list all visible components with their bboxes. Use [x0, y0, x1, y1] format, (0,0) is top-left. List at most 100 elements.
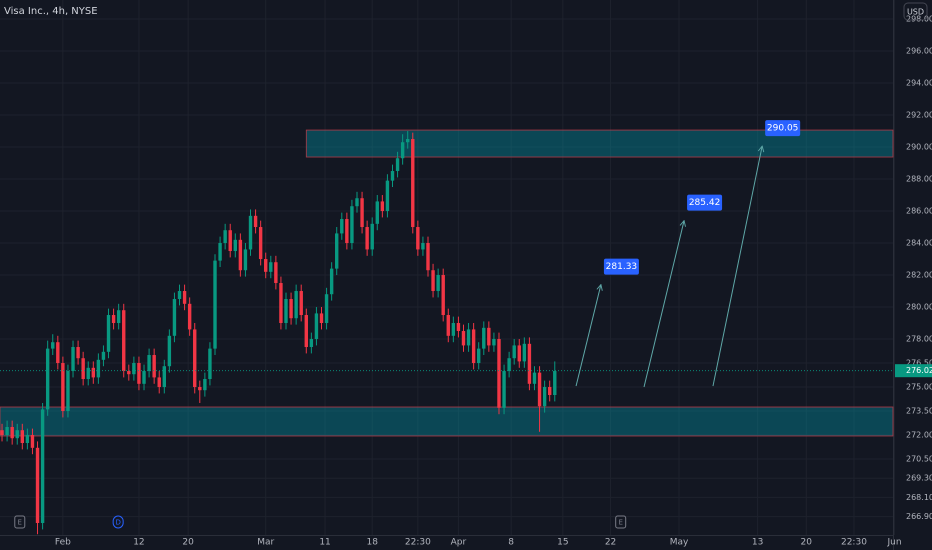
projection-label: 281.33: [606, 262, 638, 272]
candle-body: [132, 363, 136, 375]
candles: [0, 131, 893, 535]
candle-body: [350, 206, 354, 244]
x-tick-label: 12: [133, 538, 144, 548]
y-tick-label: 296.00: [906, 47, 932, 56]
candle-body: [512, 345, 516, 359]
currency-button[interactable]: [903, 2, 928, 21]
candle-body: [10, 427, 14, 439]
y-tick-label: 282.00: [906, 271, 932, 280]
x-tick-label: Jun: [886, 538, 901, 548]
candle-body: [547, 387, 552, 396]
event-marker: [112, 515, 124, 529]
candle-body: [122, 310, 126, 372]
projection-arrow: [575, 285, 601, 387]
candle-body: [91, 367, 96, 378]
candle-body: [487, 327, 491, 346]
candle-body: [51, 342, 55, 349]
candle-body: [66, 371, 70, 412]
candle-body: [411, 139, 415, 228]
x-tick-label: Feb: [55, 538, 71, 548]
candle-body: [243, 249, 248, 271]
x-tick-label: Apr: [451, 538, 467, 548]
y-tick-label: 266.90: [906, 512, 932, 521]
candle-body: [299, 291, 303, 316]
candle-body: [517, 345, 521, 362]
candle-body: [385, 180, 390, 212]
candle-body: [5, 427, 9, 436]
candle-body: [248, 215, 253, 250]
candle-body: [228, 230, 232, 252]
candle-body: [106, 315, 111, 352]
zone: [305, 129, 894, 158]
y-tick-label: 278.00: [906, 335, 932, 344]
last-price-badge: [895, 364, 932, 378]
candle-body: [45, 348, 50, 410]
candle-body: [461, 331, 466, 346]
candle-body: [451, 323, 456, 336]
candle-body: [25, 435, 30, 444]
candle-body: [111, 315, 116, 324]
candle-body: [507, 358, 511, 372]
candle-body: [537, 372, 542, 407]
event-marker: [14, 515, 26, 529]
candle-body: [360, 198, 364, 228]
event-label: E: [618, 519, 622, 527]
candle-body: [355, 198, 359, 207]
projection-label: 285.42: [689, 198, 721, 208]
x-tick-label: May: [670, 538, 689, 548]
candle-body: [477, 348, 481, 364]
candle-body: [380, 201, 385, 212]
candle-body: [497, 339, 501, 408]
event-label: D: [115, 519, 120, 527]
candle-body: [329, 268, 334, 295]
candle-body: [421, 243, 425, 250]
x-tick-label: 22:30: [841, 538, 867, 548]
candle-body: [274, 262, 278, 284]
x-tick-label: 20: [801, 538, 813, 548]
currency-label[interactable]: USD: [907, 8, 924, 17]
x-tick-label: 8: [508, 538, 514, 548]
candle-body: [127, 371, 131, 375]
y-tick-label: 298.00: [906, 15, 932, 24]
candle-body: [264, 259, 268, 272]
y-tick-label: 280.00: [906, 303, 932, 312]
candle-body: [142, 371, 146, 384]
candle-body: [395, 158, 400, 172]
candle-body: [0, 430, 4, 436]
candle-body: [172, 299, 177, 336]
candle-body: [96, 359, 101, 378]
candle-body: [203, 379, 207, 391]
candle-body: [101, 351, 106, 360]
candle-body: [20, 430, 25, 444]
candle-body: [162, 366, 166, 388]
candle-body: [35, 447, 40, 524]
candle-body: [223, 230, 227, 244]
candle-body: [76, 347, 80, 359]
candle-body: [40, 409, 45, 524]
projection-arrow: [712, 146, 762, 387]
candle-body: [542, 387, 547, 407]
candle-body: [177, 291, 182, 300]
candle-body: [532, 372, 537, 384]
candle-body: [71, 347, 75, 372]
chart-title: Visa Inc., 4h, NYSE: [4, 6, 98, 17]
event-label: E: [18, 519, 22, 527]
candle-body: [61, 363, 65, 412]
candle-body: [553, 371, 557, 396]
candle-body: [441, 275, 445, 316]
y-tick-label: 275.00: [906, 383, 932, 392]
candle-body: [335, 233, 339, 269]
candle-body: [436, 275, 440, 292]
candle-body: [213, 260, 217, 349]
candle-body: [284, 299, 288, 324]
projection-label: 290.05: [767, 124, 799, 134]
candle-body: [253, 215, 258, 228]
candle-body: [466, 329, 471, 346]
candle-body: [527, 343, 532, 384]
candle-body: [406, 139, 410, 143]
y-tick-label: 273.50: [906, 407, 932, 416]
candle-body: [81, 358, 85, 380]
y-tick-label: 286.00: [906, 207, 932, 216]
x-tick-label: 13: [752, 538, 763, 548]
